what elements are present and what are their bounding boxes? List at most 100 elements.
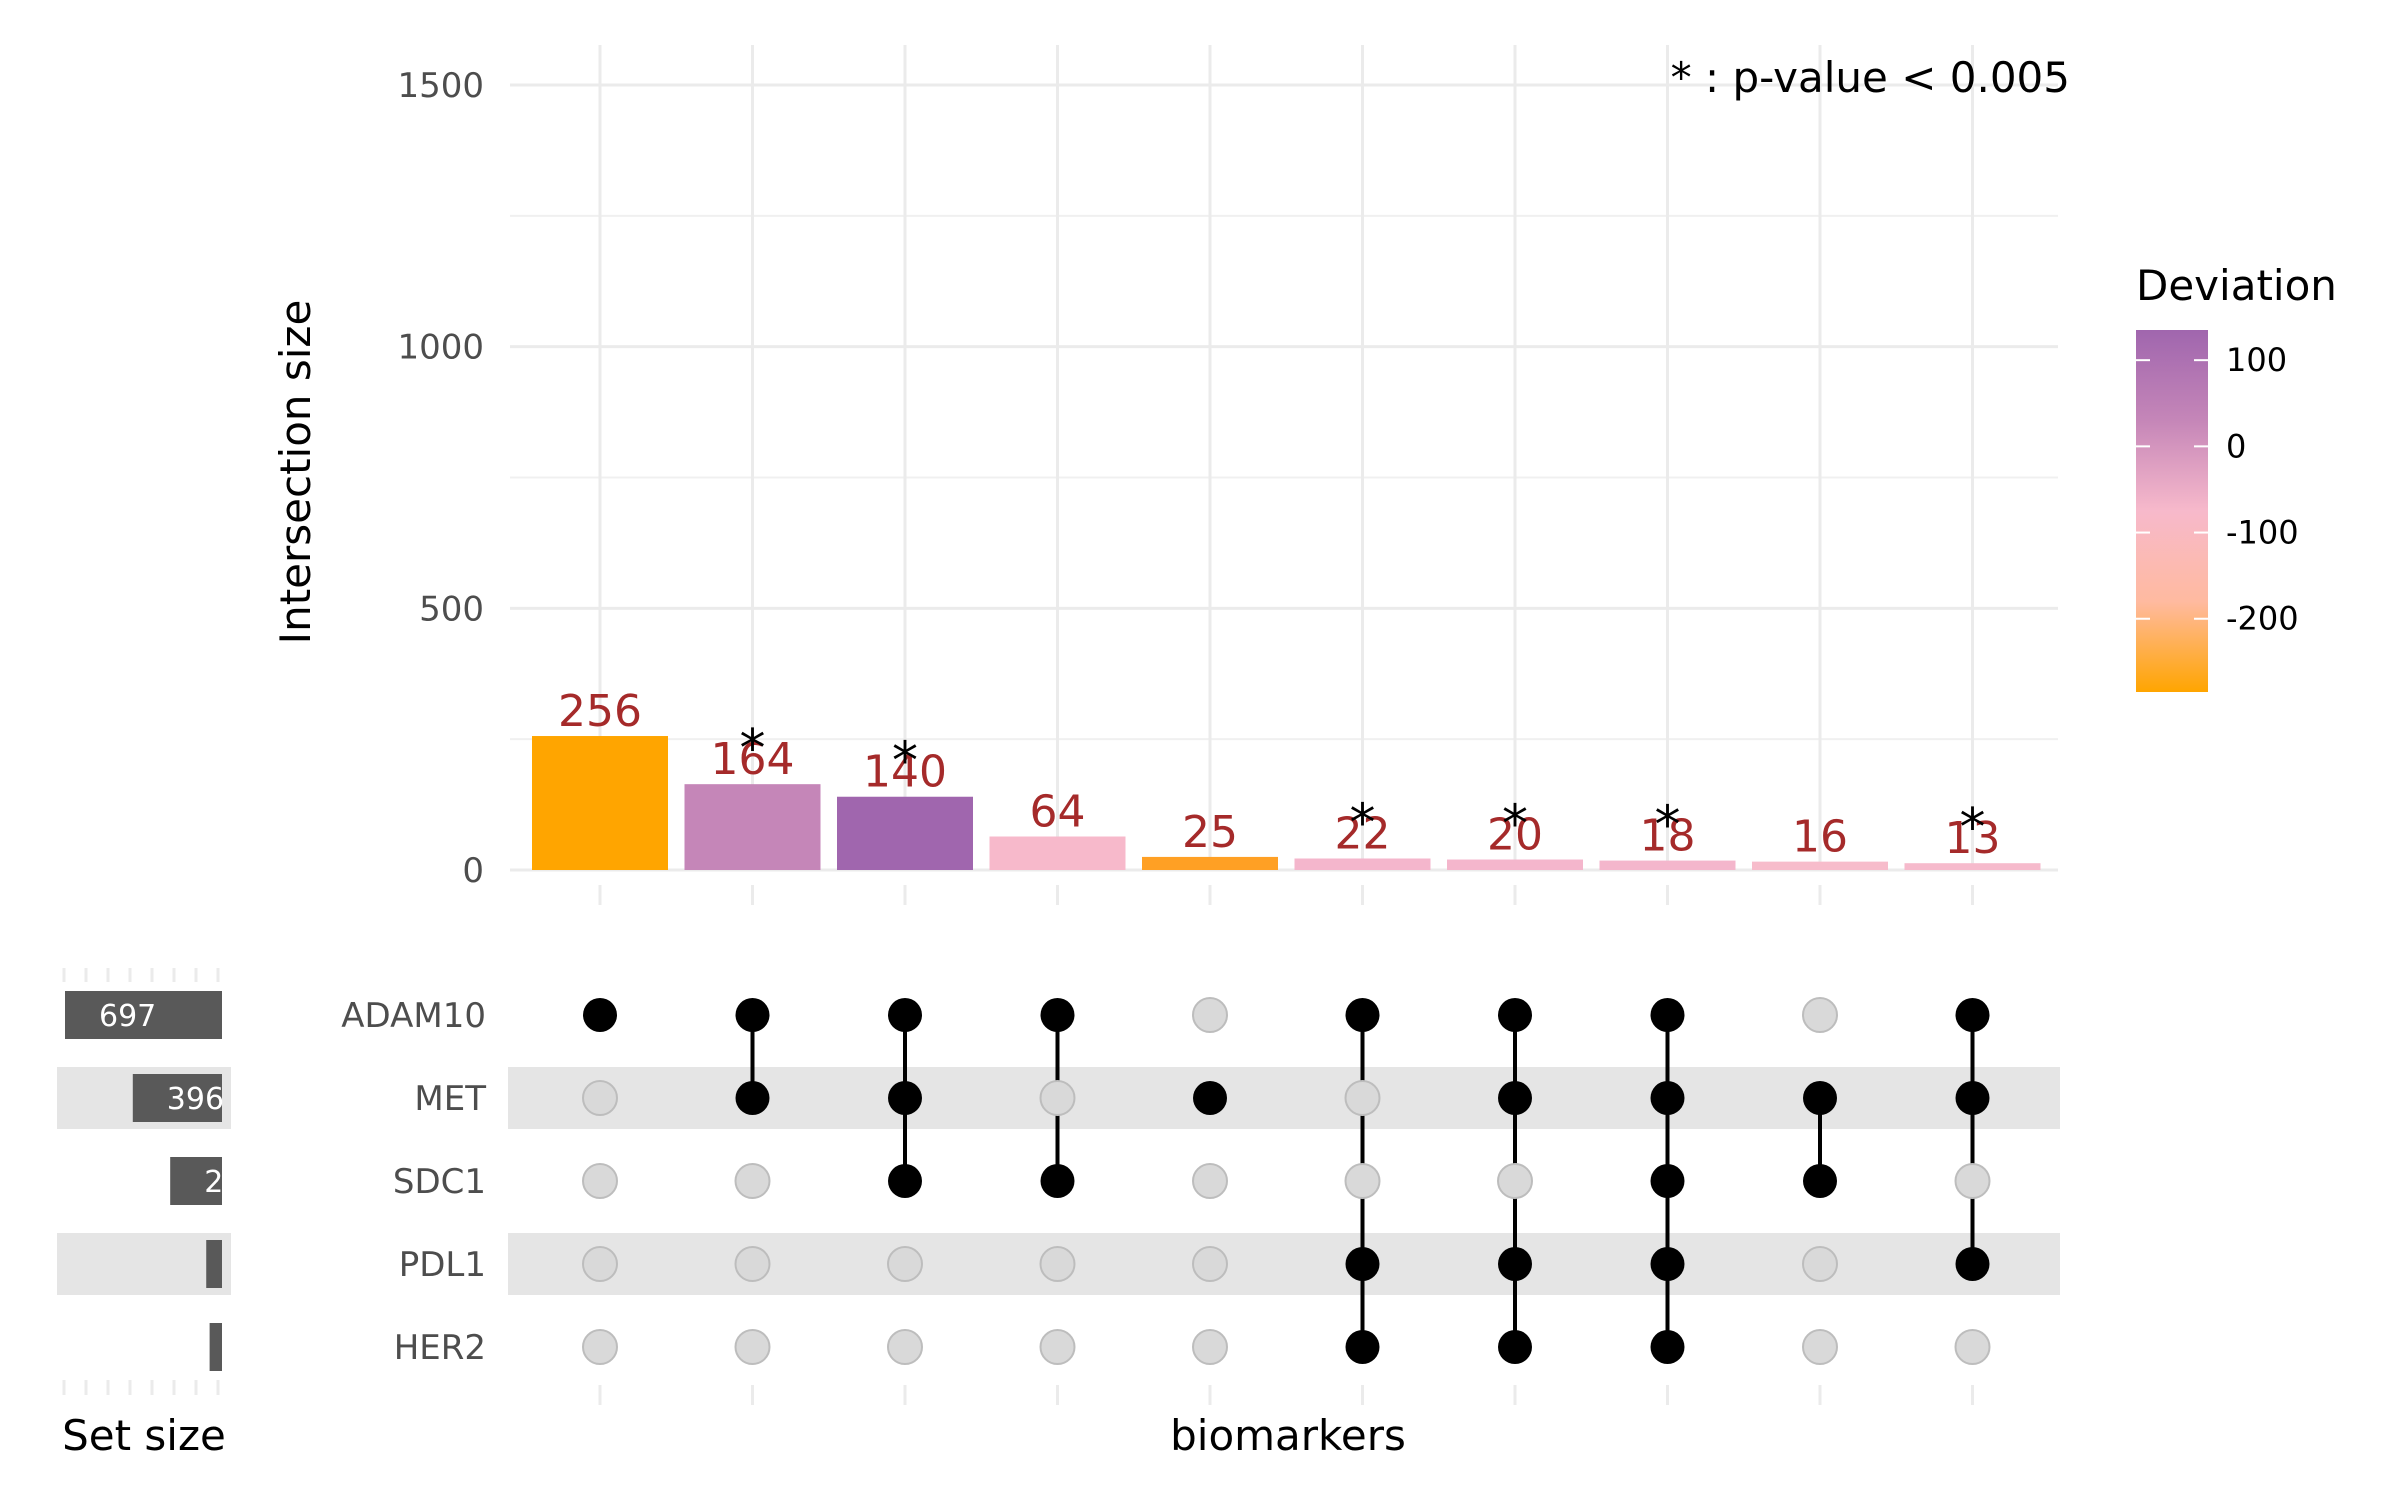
matrix-dot-active [1650,1081,1685,1115]
bar-value-label: 20 [1487,810,1543,861]
set-size-label: 396 [167,1082,224,1117]
intersection-bar [1752,861,1888,870]
significance-star: * [1960,798,1986,858]
intersection-bar [989,836,1126,870]
matrix-dot-inactive [582,1163,618,1199]
y-tick-label: 0 [462,851,484,891]
set-name-label: PDL1 [399,1245,486,1285]
intersection-bar [1142,856,1278,870]
matrix-dot-inactive [887,1329,923,1365]
intersection-bar [837,796,973,870]
matrix-dot-active [1650,998,1685,1032]
matrix-dot-active [888,1164,922,1198]
bar-value-label: 140 [863,747,947,798]
bar-value-label: 164 [711,734,795,785]
bar-value-label: 25 [1182,807,1238,858]
matrix-dot-inactive [1192,1329,1228,1365]
matrix-dot-inactive [1802,1329,1838,1365]
matrix-dot-active [1345,998,1380,1032]
intersection-bar [532,736,668,870]
intersection-matrix: ADAM10 MET SDC1 PDL1 HER2 [341,996,1991,1368]
matrix-dot-inactive [1802,997,1838,1033]
matrix-dot-active [1803,1081,1837,1115]
deviation-legend: 100 0 -100 -200 [2136,330,2299,692]
set-name-label: SDC1 [393,1162,486,1202]
matrix-dot-inactive [1954,1329,1991,1365]
legend-title: Deviation [2136,261,2337,310]
chart-texts: * : p-value < 0.005 Intersection size bi… [62,53,2337,1460]
set-name-label: MET [414,1079,486,1119]
matrix-dot-active [1955,1247,1990,1281]
y-tick-label: 1000 [397,328,484,368]
matrix-dot-active [735,998,770,1032]
matrix-dot-active [1345,1330,1380,1364]
set-name-label: HER2 [394,1328,486,1368]
intersection-bar [1294,858,1431,870]
matrix-dot-active [1040,998,1075,1032]
set-size-bar [170,1157,222,1205]
significance-star: * [740,719,766,779]
significance-star: * [892,732,918,792]
matrix-dot-inactive [1039,1080,1076,1116]
matrix-dot-inactive [1192,1163,1228,1199]
set-size-bar [209,1323,222,1371]
y-tick-label: 1500 [397,66,484,106]
matrix-dot-inactive [887,1246,923,1282]
matrix-dot-active [735,1081,770,1115]
matrix-dot-inactive [1192,1246,1228,1282]
intersection-bar [1599,860,1736,870]
legend-tick-label: -200 [2226,600,2299,638]
matrix-dot-inactive [1039,1246,1076,1282]
annotation-text: * : p-value < 0.005 [1671,53,2070,102]
matrix-dot-active [1955,998,1990,1032]
set-size-panel: 697 396 2 [62,968,224,1395]
set-size-label: 697 [99,999,156,1034]
matrix-dot-inactive [582,1246,618,1282]
y-tick-label: 500 [419,589,484,629]
legend-tick-label: -100 [2226,514,2299,552]
legend-tick-label: 0 [2226,427,2246,465]
matrix-dot-active [583,998,617,1032]
matrix-dot-inactive [734,1163,771,1199]
matrix-dot-inactive [1344,1163,1381,1199]
matrix-dot-active [1345,1247,1380,1281]
matrix-dot-active [1498,1330,1532,1364]
bar-value-label: 256 [558,686,642,737]
matrix-dot-active [1498,998,1532,1032]
matrix-dot-active [1498,1247,1532,1281]
matrix-dot-inactive [582,1080,618,1116]
bar-value-label: 13 [1945,813,2001,864]
legend-tick-label: 100 [2226,341,2287,379]
matrix-dot-active [1193,1081,1227,1115]
matrix-dot-active [1040,1164,1075,1198]
significance-star: * [1502,795,1528,855]
set-size-bar [132,1074,222,1122]
matrix-dot-active [888,998,922,1032]
set-size-bar [206,1240,222,1288]
bar-value-label: 22 [1335,808,1391,859]
set-size-bar [65,991,222,1039]
bar-value-label: 16 [1792,812,1848,863]
matrix-dot-active [1498,1081,1532,1115]
matrix-dot-inactive [1802,1246,1838,1282]
matrix-dot-inactive [1497,1163,1533,1199]
y-axis-title: Intersection size [271,300,320,645]
bar-value-label: 18 [1640,811,1696,862]
matrix-dot-active [1650,1247,1685,1281]
x-axis-title: biomarkers [1170,1411,1406,1460]
intersection-bar [684,784,821,870]
matrix-dot-active [1955,1081,1990,1115]
matrix-dot-active [1650,1330,1685,1364]
matrix-dot-active [888,1081,922,1115]
matrix-dot-inactive [1039,1329,1076,1365]
setsize-row-stripe [57,1233,231,1295]
bar-value-label: 64 [1030,787,1086,838]
intersection-bar [1447,859,1583,870]
set-size-label: 2 [204,1165,223,1200]
matrix-dot-active [1650,1164,1685,1198]
intersection-bar [1904,863,2041,870]
matrix-dot-active [1803,1164,1837,1198]
matrix-dot-inactive [1344,1080,1381,1116]
